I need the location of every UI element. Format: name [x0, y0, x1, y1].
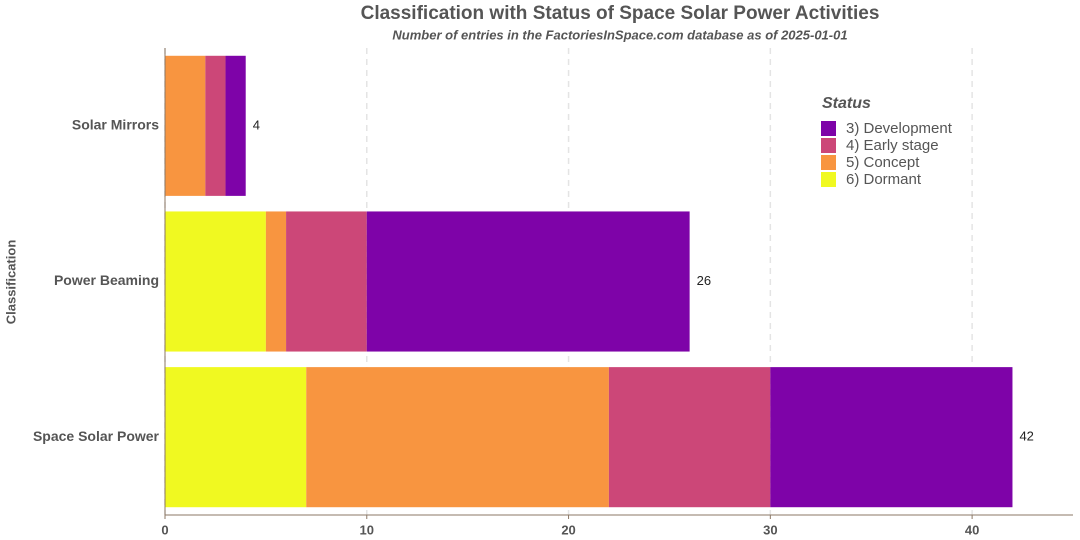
- legend-swatch: [821, 121, 836, 136]
- bar-segment: [165, 367, 307, 508]
- y-tick-label: Power Beaming: [54, 272, 159, 288]
- bar-segment: [265, 211, 287, 352]
- legend-swatch: [821, 172, 836, 187]
- x-tick-label: 0: [161, 522, 168, 537]
- y-tick-label: Space Solar Power: [33, 428, 160, 444]
- legend-swatch: [821, 138, 836, 153]
- bar-segment: [286, 211, 367, 352]
- bar-segment: [306, 367, 609, 508]
- y-axis-label: Classification: [3, 240, 18, 325]
- x-tick-label: 10: [360, 522, 374, 537]
- legend-title: Status: [822, 95, 871, 112]
- chart-subtitle: Number of entries in the FactoriesInSpac…: [392, 27, 847, 42]
- legend-label: 3) Development: [846, 120, 953, 137]
- legend-swatch: [821, 155, 836, 170]
- x-tick-label: 20: [561, 522, 575, 537]
- total-label: 42: [1019, 429, 1033, 444]
- bar-segment: [205, 55, 226, 196]
- total-label: 4: [253, 117, 260, 132]
- chart-title: Classification with Status of Space Sola…: [361, 3, 880, 24]
- legend-label: 4) Early stage: [846, 137, 939, 154]
- legend-label: 5) Concept: [846, 154, 920, 171]
- bar-segment: [608, 367, 771, 508]
- y-tick-label: Solar Mirrors: [72, 117, 159, 133]
- bar-segment: [165, 55, 206, 196]
- bar-segment: [770, 367, 1013, 508]
- x-tick-label: 30: [763, 522, 777, 537]
- legend-label: 6) Dormant: [846, 171, 922, 188]
- total-label: 26: [697, 273, 711, 288]
- bar-segment: [165, 211, 266, 352]
- x-tick-label: 40: [965, 522, 979, 537]
- bar-segment: [225, 55, 246, 196]
- bar-segment: [366, 211, 690, 352]
